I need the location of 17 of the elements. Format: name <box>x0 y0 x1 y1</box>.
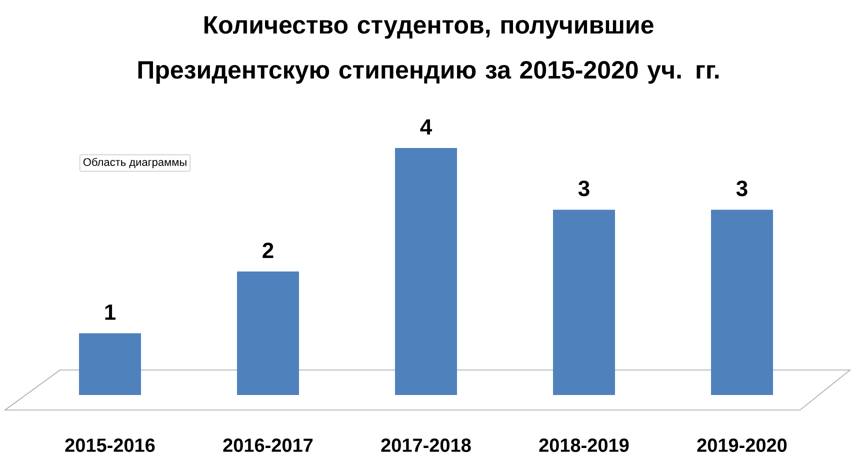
x-tick-label: 2019-2020 <box>697 438 787 452</box>
x-tick-label: 2015-2016 <box>65 438 155 452</box>
x-tick-label: 2016-2017 <box>223 438 313 452</box>
x-tick-label: 2017-2018 <box>381 438 471 452</box>
bar <box>237 272 300 395</box>
data-label: 2 <box>262 242 274 258</box>
bar <box>553 210 616 395</box>
bar <box>711 210 774 395</box>
data-label: 3 <box>736 180 748 196</box>
data-label: 1 <box>105 304 116 320</box>
data-label: 3 <box>578 180 590 196</box>
data-label: 4 <box>420 119 432 134</box>
x-tick-label: 2018-2019 <box>539 438 629 452</box>
bar <box>79 333 141 395</box>
bar <box>395 148 458 395</box>
annotation: Область диаграммы <box>83 158 186 168</box>
chart-title: Количество студентов, получившие Президентскую стипендию за 2015-2020 уч. гг. <box>138 16 719 84</box>
